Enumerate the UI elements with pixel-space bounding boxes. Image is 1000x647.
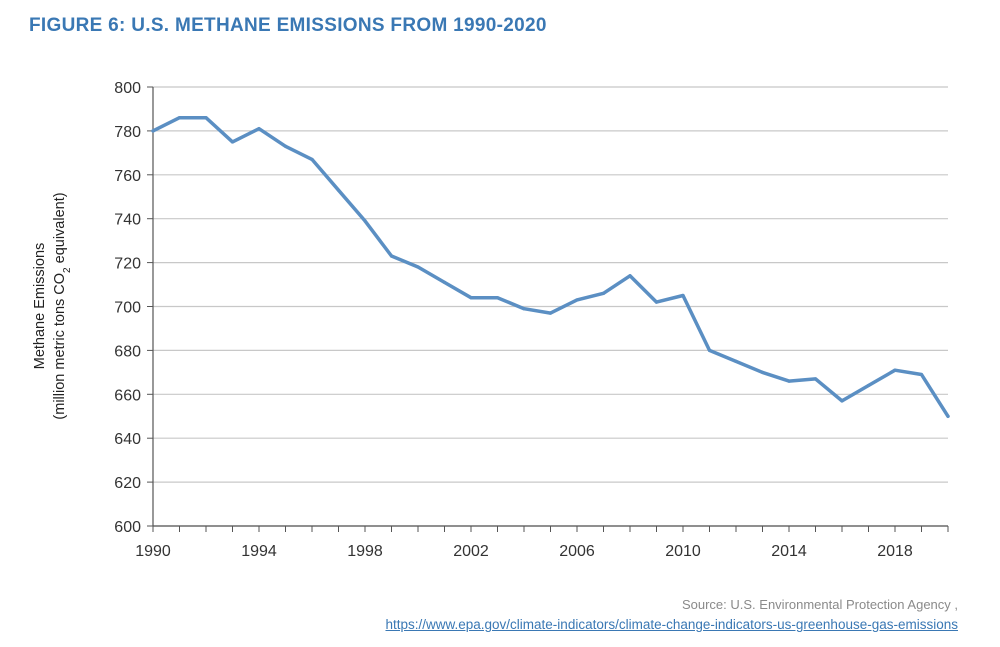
x-tick-label: 1994 (241, 543, 277, 560)
y-tick-label: 660 (114, 387, 141, 404)
series-layer (151, 115, 950, 419)
y-tick-label: 800 (114, 80, 141, 97)
y-tick-label: 620 (114, 475, 141, 492)
data-point (707, 348, 712, 352)
x-tick-label: 2002 (453, 543, 489, 560)
data-point (734, 359, 738, 363)
data-point (151, 129, 155, 133)
y-tick-label: 760 (114, 168, 141, 185)
source-text: Source: U.S. Environmental Protection Ag… (681, 597, 958, 612)
data-point (813, 377, 818, 381)
y-tick-label: 740 (114, 212, 141, 229)
data-point (919, 372, 924, 377)
data-point (336, 188, 341, 192)
y-tick-label: 640 (114, 431, 141, 448)
y-tick-label: 680 (114, 343, 141, 360)
y-tick-label: 720 (114, 256, 141, 273)
y-tick-labels: 600 620 640 660 680 700 720 740 760 780 800 (114, 80, 153, 536)
data-point (363, 219, 367, 223)
data-point (283, 144, 288, 148)
data-point (204, 116, 208, 120)
data-point (575, 298, 579, 302)
x-tick-label: 2018 (877, 543, 913, 560)
source-link[interactable]: https://www.epa.gov/climate-indicators/c… (385, 617, 958, 632)
data-point (522, 307, 526, 311)
y-axis-title: Methane Emissions (million metric tons C… (32, 192, 73, 419)
data-point (866, 383, 871, 388)
data-point (230, 140, 235, 144)
figure-title: FIGURE 6: U.S. METHANE EMISSIONS FROM 19… (29, 15, 547, 36)
y-tick-label: 600 (114, 519, 141, 536)
data-point (946, 414, 950, 418)
y-axis-title-line1: Methane Emissions (32, 243, 48, 370)
data-point (760, 370, 765, 374)
x-tick-label: 2010 (665, 543, 701, 560)
data-point (601, 291, 606, 295)
data-point (177, 116, 182, 120)
data-point (310, 157, 314, 162)
data-point (416, 265, 420, 269)
y-axis-title-line2: (million metric tons CO2 equivalent) (52, 192, 73, 419)
x-tick-labels: 1990 1994 1998 2002 2006 2010 2014 2018 (135, 526, 949, 560)
x-tick-label: 2014 (771, 543, 807, 560)
x-tick-label: 2006 (559, 543, 595, 560)
data-point (681, 293, 685, 298)
x-tick-label: 1998 (347, 543, 383, 560)
data-point (389, 254, 394, 258)
data-point (654, 300, 659, 304)
y-tick-label: 780 (114, 124, 141, 141)
x-tick-label: 1990 (135, 543, 171, 560)
data-point (840, 399, 844, 403)
data-point (787, 379, 791, 383)
data-point (257, 127, 261, 131)
gridlines (153, 86, 948, 527)
data-point (495, 296, 500, 300)
source-note: Source: U.S. Environmental Protection Ag… (385, 597, 958, 632)
data-point (548, 311, 553, 315)
data-point (469, 296, 473, 300)
data-point (628, 274, 632, 278)
data-point (442, 280, 447, 284)
y-tick-label: 700 (114, 300, 141, 317)
series-line (151, 115, 950, 419)
data-point (893, 368, 897, 372)
